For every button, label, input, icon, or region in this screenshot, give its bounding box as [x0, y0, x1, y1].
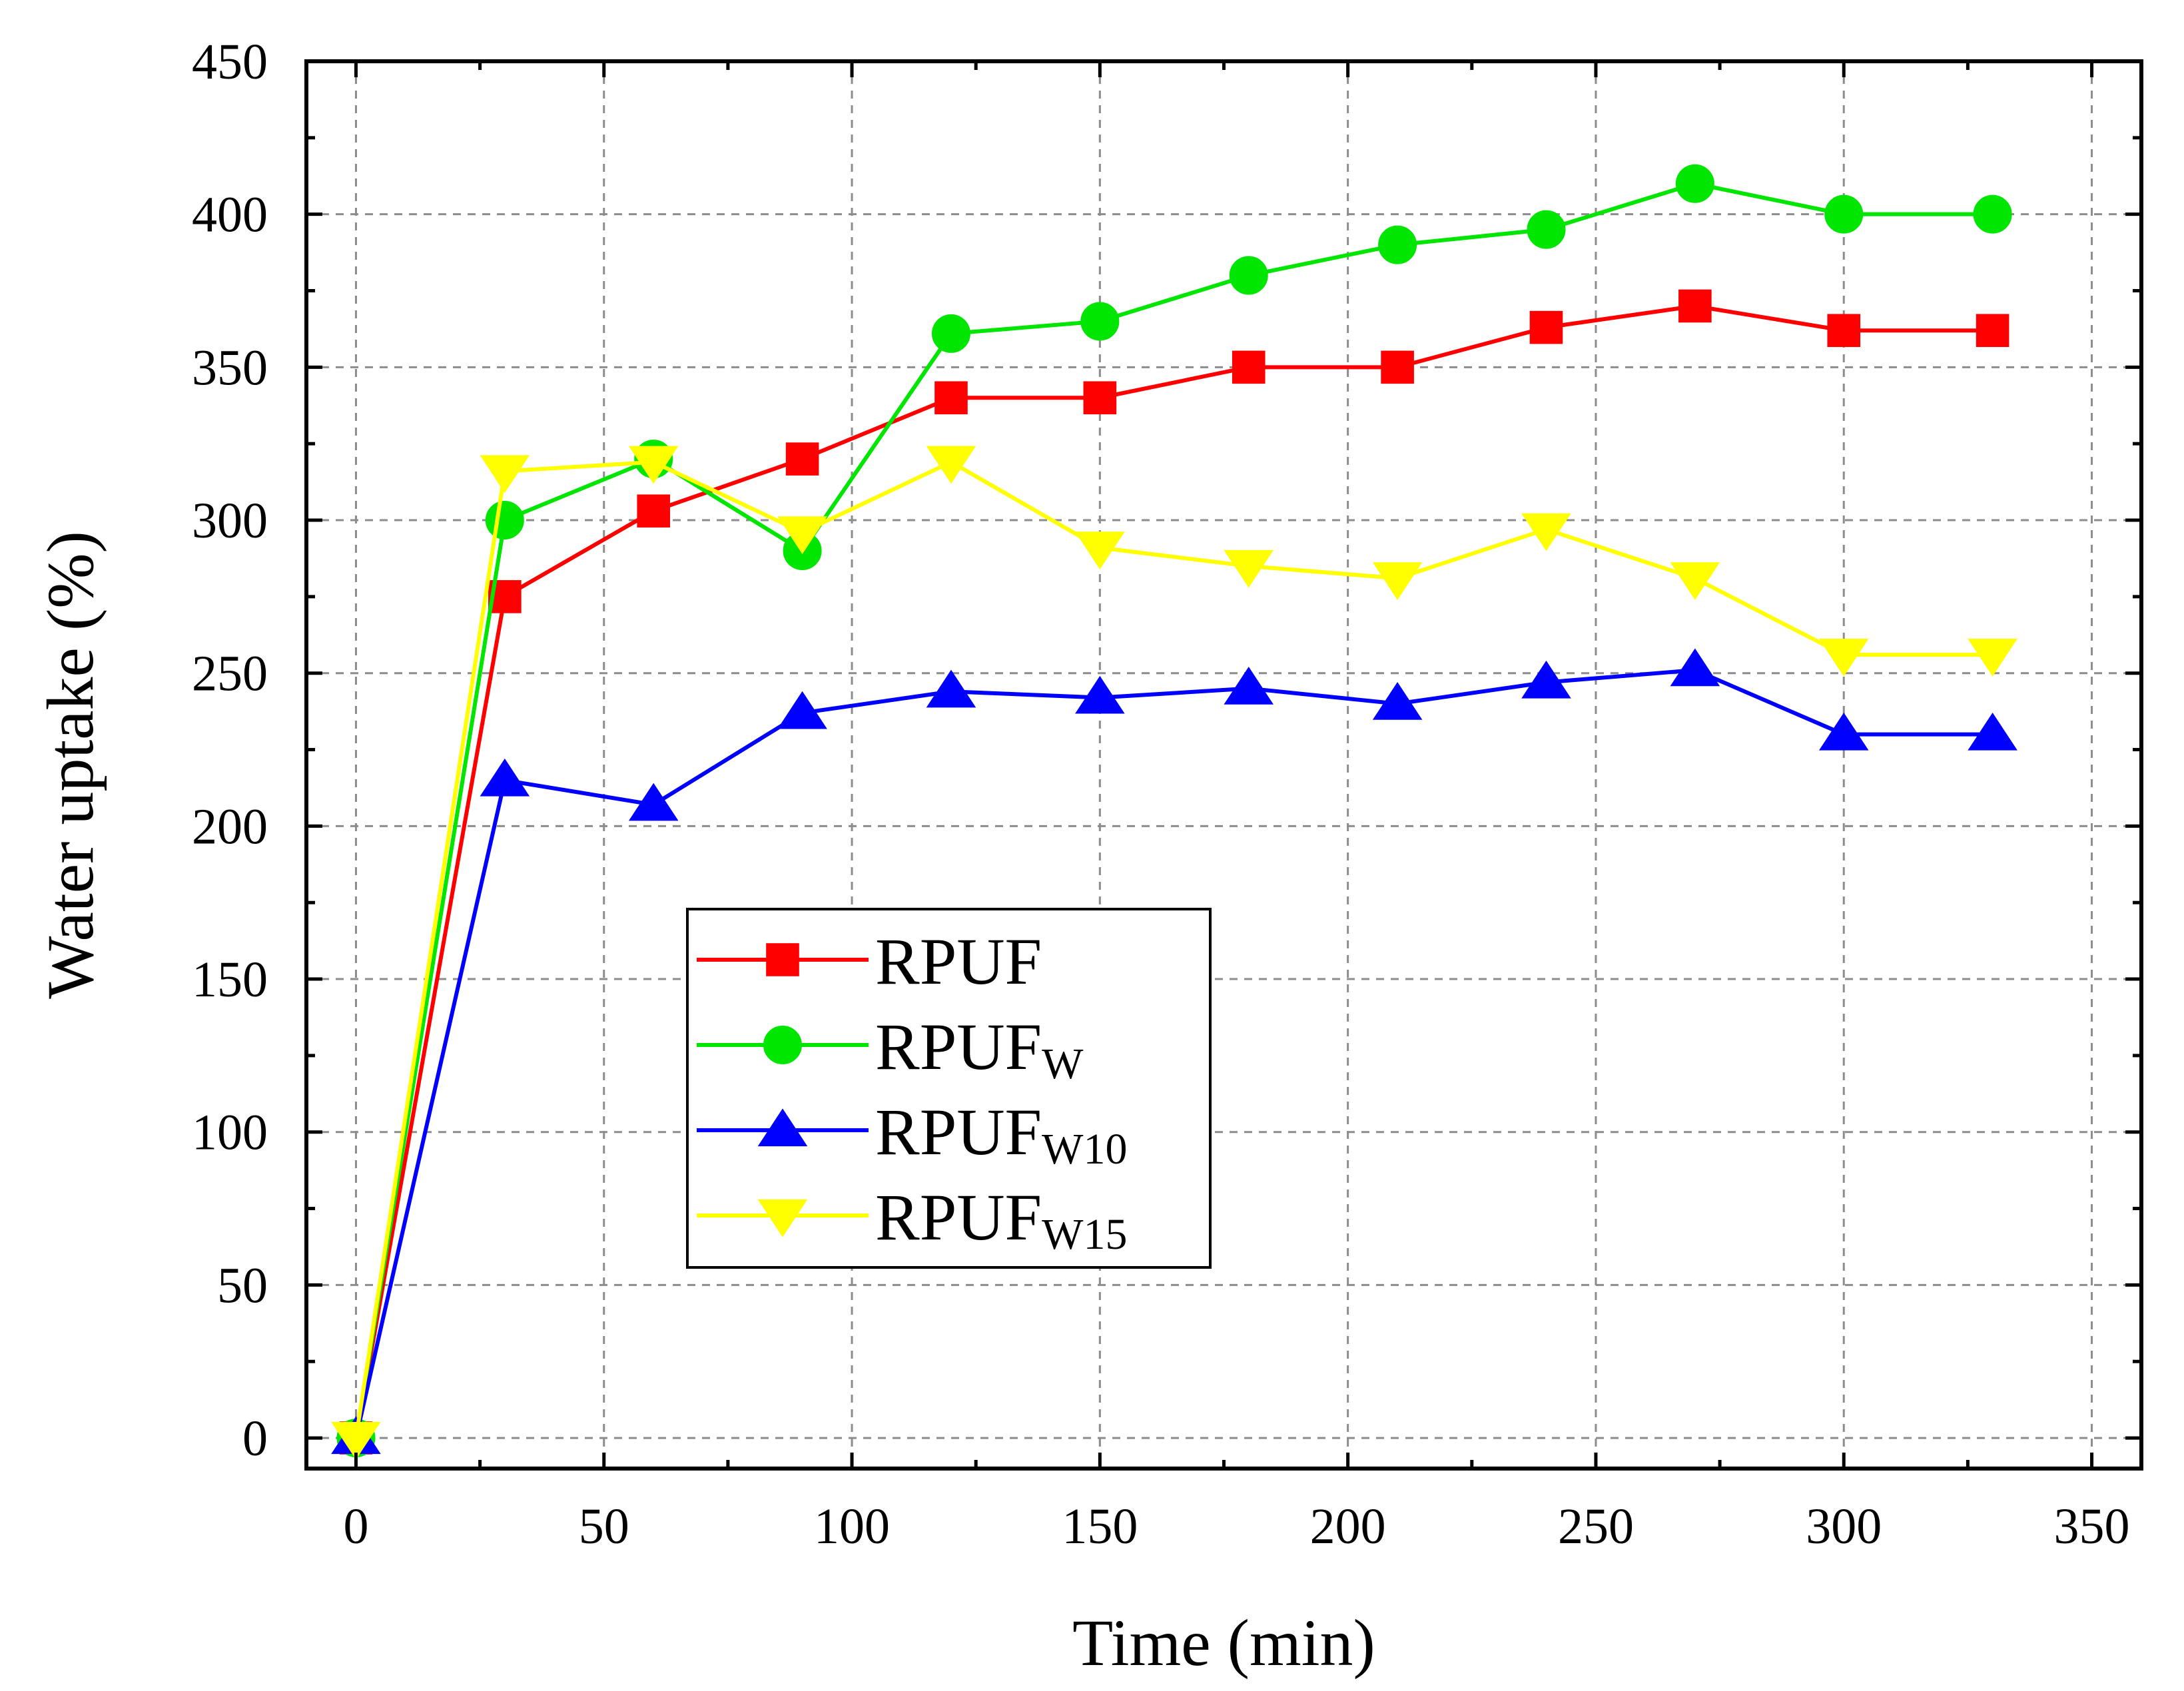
y-tick-label: 150	[192, 952, 268, 1008]
marker-triangle-down	[628, 446, 679, 484]
legend-item: RPUFW15	[697, 1180, 1127, 1259]
x-axis-title: Time (min)	[1072, 1606, 1375, 1680]
marker-triangle-down	[1670, 562, 1720, 600]
legend-label-main: RPUF	[875, 1010, 1042, 1084]
legend-label-sub: W15	[1042, 1210, 1127, 1259]
marker-square	[1083, 381, 1117, 415]
y-tick-label: 100	[192, 1105, 268, 1161]
marker-triangle-down	[1224, 549, 1274, 588]
legend-item: RPUF	[697, 924, 1042, 998]
marker-square	[1976, 314, 2009, 348]
axis-ticks: 0 50 100 150 200 250 300 350 0 50 100 150 200 250 300 3…	[192, 34, 2141, 1554]
marker-circle	[1973, 194, 2012, 234]
marker-circle	[1824, 194, 1864, 234]
legend-label: RPUF	[875, 924, 1042, 998]
legend-label: RPUFW10	[875, 1095, 1127, 1174]
marker-square	[766, 943, 799, 976]
x-tick-label: 200	[1310, 1499, 1386, 1554]
marker-triangle-up	[1521, 660, 1571, 699]
marker-triangle-down	[1075, 531, 1125, 569]
y-tick-label: 400	[192, 187, 268, 243]
legend-label-main: RPUF	[875, 924, 1042, 998]
x-tick-label: 350	[2054, 1499, 2130, 1554]
marker-triangle-up	[1670, 648, 1720, 687]
x-tick-label: 100	[814, 1499, 890, 1554]
series-RPUFW15	[331, 446, 2017, 1460]
marker-triangle-down	[1968, 639, 2017, 677]
y-tick-label: 300	[192, 493, 268, 549]
marker-triangle-down	[777, 516, 827, 555]
marker-triangle-up	[1224, 667, 1274, 705]
marker-triangle-up	[1968, 712, 2017, 751]
x-tick-label: 0	[343, 1499, 368, 1554]
marker-circle	[1080, 302, 1120, 341]
legend-label: RPUFW	[875, 1010, 1084, 1088]
grid	[306, 60, 2141, 1469]
marker-circle	[931, 314, 970, 353]
marker-triangle-up	[480, 758, 530, 797]
x-tick-label: 50	[579, 1499, 629, 1554]
marker-triangle-up	[777, 691, 827, 729]
marker-triangle-down	[331, 1421, 381, 1460]
y-tick-label: 50	[217, 1257, 268, 1313]
marker-triangle-up	[1372, 682, 1423, 720]
marker-triangle-up	[1818, 712, 1869, 751]
series-line	[354, 460, 1993, 1439]
marker-square	[637, 494, 671, 528]
x-tick-label: 250	[1558, 1499, 1634, 1554]
marker-triangle-down	[926, 446, 976, 484]
marker-circle	[1675, 164, 1714, 203]
marker-triangle-up	[1075, 675, 1125, 714]
marker-triangle-up	[757, 1108, 808, 1147]
marker-triangle-up	[628, 783, 679, 821]
y-tick-label: 350	[192, 340, 268, 396]
marker-square	[1232, 350, 1266, 384]
marker-circle	[763, 1026, 802, 1064]
y-tick-label: 250	[192, 646, 268, 702]
legend-label: RPUFW15	[875, 1180, 1127, 1259]
legend-label-main: RPUF	[875, 1095, 1042, 1169]
marker-triangle-down	[1521, 513, 1571, 551]
x-tick-label: 300	[1806, 1499, 1882, 1554]
marker-triangle-down	[480, 455, 530, 494]
y-tick-label: 450	[192, 34, 268, 90]
y-axis-title: Water uptake (%)	[33, 531, 107, 999]
marker-circle	[1378, 225, 1417, 264]
marker-triangle-down	[1818, 639, 1869, 677]
legend-label-sub: W10	[1042, 1125, 1127, 1174]
marker-circle	[1229, 256, 1268, 295]
series-line	[354, 181, 1993, 1439]
marker-square	[934, 381, 968, 415]
series-line	[354, 304, 1993, 1439]
y-tick-label: 0	[242, 1411, 268, 1467]
plot-frame	[304, 59, 2143, 1471]
marker-circle	[1527, 210, 1566, 249]
marker-triangle-up	[926, 669, 976, 708]
marker-circle	[485, 501, 524, 540]
marker-triangle-down	[1372, 562, 1423, 600]
marker-square	[1529, 310, 1563, 344]
y-tick-label: 200	[192, 799, 268, 854]
x-tick-label: 150	[1062, 1499, 1138, 1554]
marker-square	[1381, 350, 1414, 384]
legend-label-sub: W	[1042, 1040, 1084, 1088]
marker-square	[1678, 289, 1712, 323]
legend-item: RPUFW	[697, 1010, 1084, 1088]
series-RPUFW10	[331, 648, 2017, 1455]
series-line	[354, 668, 1993, 1439]
series-layer	[331, 164, 2017, 1460]
marker-triangle-down	[757, 1199, 808, 1237]
legend-item: RPUFW10	[697, 1095, 1127, 1174]
marker-square	[785, 442, 819, 476]
legend-label-main: RPUF	[875, 1180, 1042, 1254]
marker-square	[1827, 314, 1861, 348]
